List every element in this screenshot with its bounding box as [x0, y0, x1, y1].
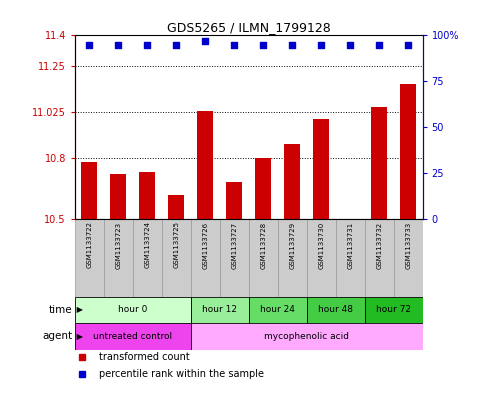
Bar — [133, 219, 162, 297]
Text: ▶: ▶ — [74, 332, 83, 341]
Bar — [191, 297, 249, 323]
Bar — [198, 111, 213, 219]
Bar — [110, 174, 126, 219]
Text: percentile rank within the sample: percentile rank within the sample — [99, 369, 264, 379]
Point — [288, 41, 296, 48]
Text: GSM1133729: GSM1133729 — [289, 222, 295, 269]
Text: hour 24: hour 24 — [260, 305, 295, 314]
Bar — [365, 297, 423, 323]
Point — [230, 41, 238, 48]
Text: GSM1133724: GSM1133724 — [144, 222, 150, 268]
Text: GSM1133727: GSM1133727 — [231, 222, 237, 269]
Text: GSM1133723: GSM1133723 — [115, 222, 121, 269]
Bar — [162, 219, 191, 297]
Text: hour 72: hour 72 — [376, 305, 411, 314]
Bar — [284, 143, 300, 219]
Text: GSM1133726: GSM1133726 — [202, 222, 208, 269]
Bar — [313, 119, 329, 219]
Bar — [365, 219, 394, 297]
Bar — [75, 219, 104, 297]
Point — [201, 38, 209, 44]
Bar — [139, 172, 156, 219]
Bar — [191, 323, 423, 350]
Text: hour 0: hour 0 — [118, 305, 147, 314]
Bar — [226, 182, 242, 219]
Text: GSM1133731: GSM1133731 — [347, 222, 353, 269]
Text: time: time — [49, 305, 72, 315]
Text: hour 48: hour 48 — [318, 305, 353, 314]
Point — [85, 41, 93, 48]
Bar — [255, 158, 271, 219]
Text: ▶: ▶ — [74, 305, 83, 314]
Bar — [278, 219, 307, 297]
Text: untreated control: untreated control — [93, 332, 172, 341]
Bar — [400, 84, 416, 219]
Point — [259, 41, 267, 48]
Text: mycophenolic acid: mycophenolic acid — [264, 332, 349, 341]
Point — [317, 41, 325, 48]
Bar — [371, 107, 387, 219]
Text: GSM1133730: GSM1133730 — [318, 222, 324, 269]
Text: hour 12: hour 12 — [202, 305, 237, 314]
Text: agent: agent — [43, 331, 72, 342]
Bar — [104, 219, 133, 297]
Point — [346, 41, 354, 48]
Point — [114, 41, 122, 48]
Point — [375, 41, 383, 48]
Bar — [307, 297, 365, 323]
Bar — [75, 323, 191, 350]
Bar — [307, 219, 336, 297]
Point — [172, 41, 180, 48]
Text: GSM1133733: GSM1133733 — [405, 222, 411, 269]
Text: GSM1133722: GSM1133722 — [86, 222, 92, 268]
Bar — [394, 219, 423, 297]
Bar — [249, 297, 307, 323]
Bar — [249, 219, 278, 297]
Bar — [191, 219, 220, 297]
Bar — [81, 162, 98, 219]
Text: transformed count: transformed count — [99, 352, 190, 362]
Point — [143, 41, 151, 48]
Point — [404, 41, 412, 48]
Bar — [336, 219, 365, 297]
Bar — [220, 219, 249, 297]
Text: GSM1133728: GSM1133728 — [260, 222, 266, 269]
Bar — [75, 297, 191, 323]
Title: GDS5265 / ILMN_1799128: GDS5265 / ILMN_1799128 — [167, 21, 331, 34]
Text: GSM1133725: GSM1133725 — [173, 222, 179, 268]
Text: GSM1133732: GSM1133732 — [376, 222, 382, 269]
Bar — [168, 195, 184, 219]
